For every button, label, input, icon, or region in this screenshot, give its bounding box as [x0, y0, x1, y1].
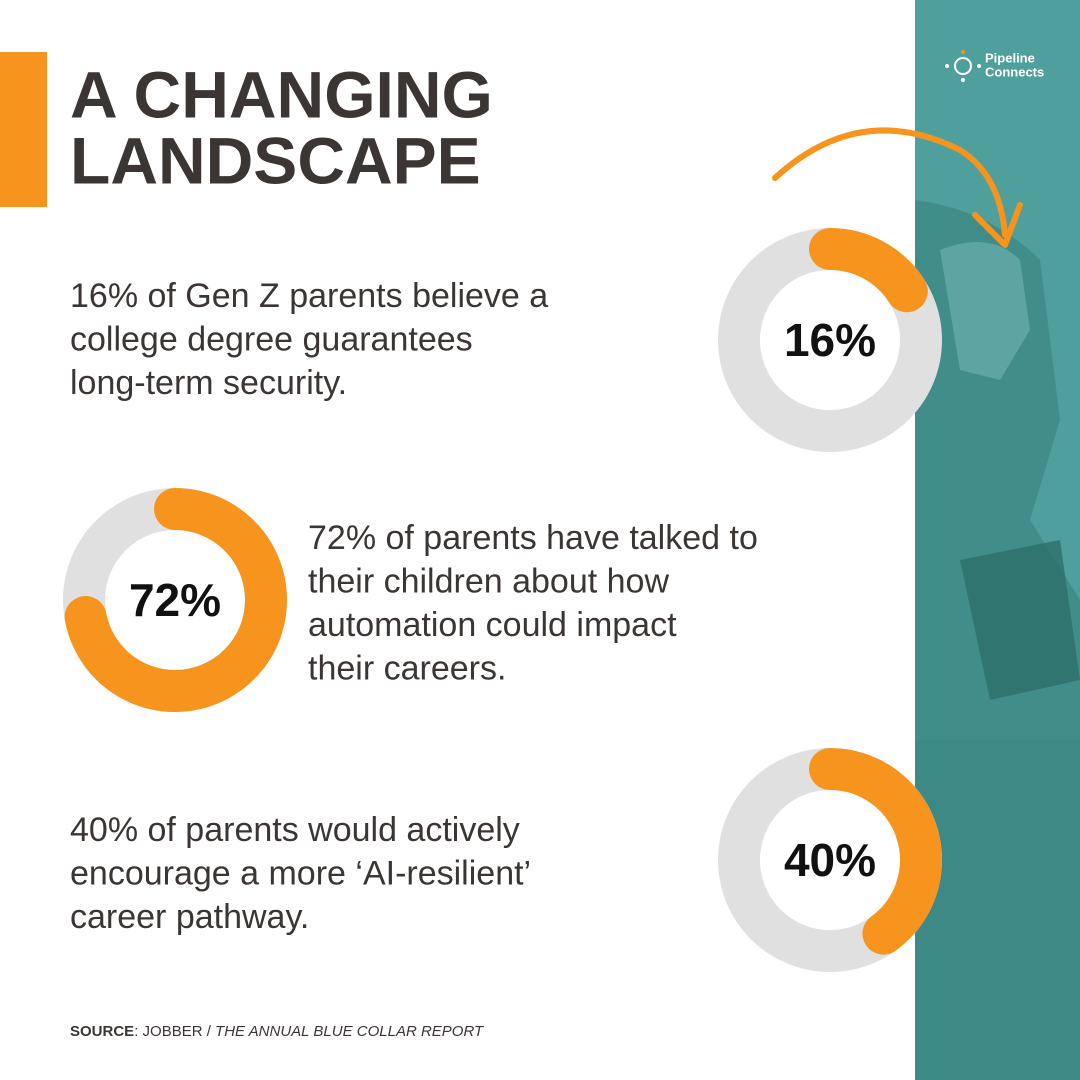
stat-text: long-term security. [70, 364, 347, 402]
source-label: SOURCE [70, 1023, 134, 1040]
stat-text: their children about how [308, 562, 669, 600]
stat-text: their careers. [308, 649, 506, 687]
stat-text: college degree guarantees [70, 320, 473, 358]
stat-text: 40% of parents would actively [70, 811, 520, 849]
brand-logo: Pipeline Connects [945, 50, 1044, 82]
stat-text: career pathway. [70, 898, 309, 936]
donut-label: 40% [784, 834, 876, 886]
arrow-head [972, 202, 1023, 248]
donut-label: 16% [784, 314, 876, 366]
source-report: THE ANNUAL BLUE COLLAR REPORT [215, 1023, 485, 1040]
stat-text: 16% of Gen Z parents believe a [70, 277, 548, 315]
source: SOURCE: JOBBER / THE ANNUAL BLUE COLLAR … [70, 1023, 485, 1040]
donut-arc [64, 488, 287, 712]
source-publisher: : JOBBER / [134, 1023, 215, 1040]
donut-arc [809, 228, 928, 313]
title: LANDSCAPE [70, 123, 481, 197]
brand-name: Connects [985, 64, 1044, 79]
stat-text: 72% of parents have talked to [308, 519, 758, 557]
stat-text: automation could impact [308, 606, 677, 644]
accent-bar [0, 52, 47, 207]
donut-label: 72% [129, 574, 221, 626]
donut-arc [809, 748, 942, 955]
photo-panel [915, 0, 1080, 1080]
title: A CHANGING [70, 57, 493, 131]
stat-text: encourage a more ‘AI-resilient’ [70, 854, 531, 892]
brand-name: Pipeline [985, 50, 1035, 65]
arrow [772, 127, 1008, 238]
